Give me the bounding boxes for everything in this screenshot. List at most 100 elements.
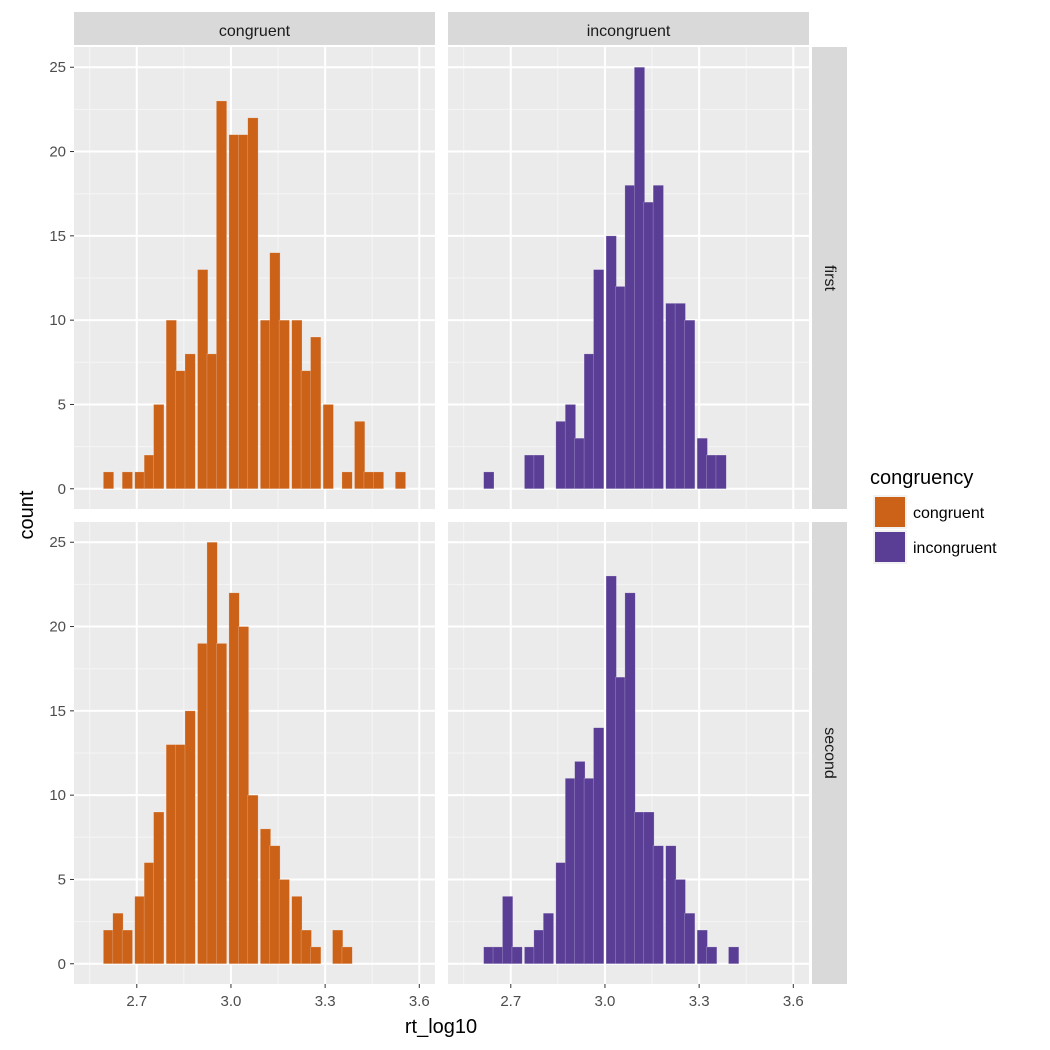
histogram-bar [492,946,504,965]
histogram-bar [134,471,146,490]
strip-incongruent [448,12,809,45]
legend-swatch-incongruent [875,532,905,562]
histogram-bar [175,744,187,965]
histogram-bar [278,319,290,490]
histogram-bar [238,626,249,965]
histogram-bar [300,929,312,965]
strip-label-first: first [821,265,838,291]
histogram-bar [652,184,664,490]
histogram-bar [706,946,718,965]
panel-incongruent-first [448,47,809,509]
y-tick-label: 5 [58,396,66,413]
histogram-bar [483,471,495,490]
axes: 0 5 10 15 20 25 0 5 10 15 20 25 2.7 3.0 3.3 3.6 2.7 3.0 3.… [49,59,803,1010]
histogram-bar [564,777,576,965]
histogram-bar [615,676,627,965]
histogram-bar [643,201,655,490]
y-tick-label: 10 [49,787,66,804]
histogram-bar [605,235,617,490]
y-tick-label: 5 [58,871,66,888]
histogram-bar [206,353,218,490]
histogram-bar [269,252,281,490]
y-tick-label: 25 [49,534,66,551]
histogram-bar [696,437,708,490]
histogram-bar [184,710,196,965]
histogram-bar [247,117,259,490]
legend-entry-congruent: congruent [873,495,985,529]
histogram-bar [197,643,209,965]
histogram-bar [511,946,523,965]
histogram-bar [615,286,627,490]
histogram-bar [165,319,177,490]
strip-second [812,522,847,984]
histogram-bar [643,811,655,965]
histogram-bar [542,912,554,965]
histogram-bar [260,319,271,490]
histogram-bar [696,929,708,965]
x-tick-label: 2.7 [500,993,521,1010]
histogram-bar [524,946,536,965]
y-axis-title: count [16,490,38,539]
histogram-bar [564,404,576,490]
histogram-bar [247,794,259,965]
histogram-bar [394,471,406,490]
panel-congruent-first [74,47,435,509]
histogram-bar [574,761,586,965]
histogram-bar [291,896,303,965]
legend-entry-incongruent: incongruent [873,530,997,564]
histogram-bar [674,302,686,490]
histogram-bar [665,302,677,490]
histogram-bar [341,946,353,965]
histogram-bar [291,319,303,490]
histogram-bar [624,592,636,965]
histogram-bar [373,471,384,490]
y-tick-label: 20 [49,144,66,161]
histogram-bar [593,727,605,965]
histogram-bar [153,404,165,490]
y-tick-label: 25 [49,59,66,76]
histogram-bar [216,100,228,490]
histogram-bar [583,353,595,490]
histogram-bar [103,471,115,490]
histogram-bar [322,404,334,490]
histogram-bar [605,575,617,965]
histogram-bar [278,879,290,965]
x-tick-label: 3.6 [783,993,804,1010]
strip-label-second: second [821,727,838,779]
x-tick-label: 2.7 [126,993,147,1010]
histogram-bar [555,862,567,965]
histogram-bar [269,845,281,965]
x-tick-label: 3.6 [409,993,430,1010]
legend-swatch-congruent [875,497,905,527]
histogram-bar [165,744,177,965]
histogram-bar [112,912,124,965]
histogram-bar [574,437,586,490]
histogram-bar [197,269,209,490]
legend: congruency congruent incongruent [870,467,997,564]
x-tick-label: 3.0 [221,993,242,1010]
histogram-bar [524,454,536,490]
histogram-bar [706,454,718,490]
histogram-bar [228,592,240,965]
histogram-bar [665,845,677,965]
x-tick-label: 3.3 [315,993,336,1010]
strip-first [812,47,847,509]
panel-congruent-second [74,522,435,984]
x-tick-label: 3.0 [595,993,616,1010]
histogram-bar [300,370,312,490]
y-tick-label: 10 [49,312,66,329]
histogram-bar [103,929,115,965]
histogram-bar [533,929,545,965]
y-tick-label: 20 [49,619,66,636]
histogram-bar [260,828,271,965]
histogram-bar [354,421,366,490]
panel-incongruent-second [448,522,809,984]
histogram-bar [684,912,696,965]
histogram-bar [728,946,740,965]
histogram-bar [684,319,696,490]
histogram-bar [310,336,322,490]
legend-title: congruency [870,467,973,489]
histogram-bar [332,929,344,965]
x-tick-label: 3.3 [689,993,710,1010]
